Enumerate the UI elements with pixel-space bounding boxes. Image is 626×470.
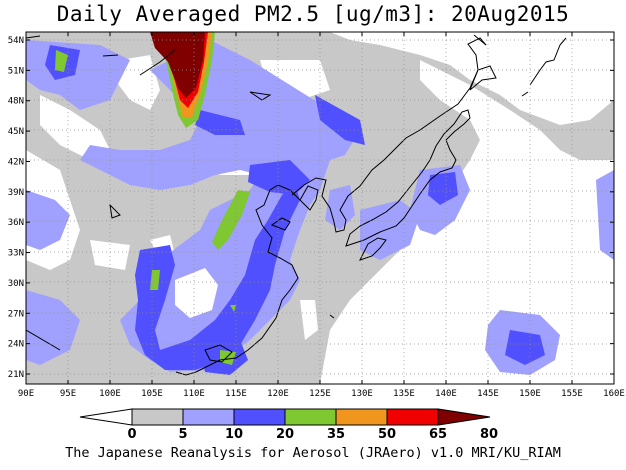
coastlines xyxy=(26,34,567,376)
colorbar-segment-4 xyxy=(284,408,337,426)
lat-label-39N: 39N xyxy=(8,188,24,198)
pm25-field xyxy=(26,32,614,384)
colorbar: 0 5 10 20 35 50 65 80 xyxy=(79,408,498,442)
colorbar-label-0: 0 xyxy=(127,427,136,442)
map-title: Daily Averaged PM2.5 [ug/m3]: 20Aug2015 xyxy=(56,2,570,26)
longitude-labels: 90E 95E 100E 105E 110E 115E 120E 125E 130E 135E 14… xyxy=(18,389,625,399)
colorbar-segment-6 xyxy=(386,408,439,426)
lat-label-36N: 36N xyxy=(8,218,24,228)
colorbar-label-65: 65 xyxy=(429,427,447,442)
lat-label-24N: 24N xyxy=(8,340,24,350)
footer-credit: The Japanese Reanalysis for Aerosol (JRA… xyxy=(65,445,561,461)
lat-label-51N: 51N xyxy=(8,66,24,76)
colorbar-label-35: 35 xyxy=(327,427,345,442)
lon-label-105E: 105E xyxy=(141,389,163,399)
lon-label-135E: 135E xyxy=(393,389,415,399)
colorbar-segment-5 xyxy=(335,408,388,426)
lon-label-140E: 140E xyxy=(435,389,457,399)
colorbar-label-10: 10 xyxy=(225,427,243,442)
lon-label-125E: 125E xyxy=(309,389,331,399)
lat-label-30N: 30N xyxy=(8,279,24,289)
very-high-concentration-areas xyxy=(55,50,250,365)
lat-label-54N: 54N xyxy=(8,36,24,46)
pollution-hotspot xyxy=(150,32,215,128)
lat-label-27N: 27N xyxy=(8,309,24,319)
colorbar-segment-3 xyxy=(233,408,286,426)
colorbar-label-5: 5 xyxy=(178,427,187,442)
lon-label-120E: 120E xyxy=(267,389,289,399)
lon-label-130E: 130E xyxy=(351,389,373,399)
axis-ticks xyxy=(25,32,615,384)
colorbar-label-20: 20 xyxy=(276,427,294,442)
lat-label-45N: 45N xyxy=(8,127,24,137)
lon-label-90E: 90E xyxy=(18,389,34,399)
latitude-labels: 54N 51N 48N 45N 42N 39N 36N 33N 30N 27N 24N 21N xyxy=(8,36,24,380)
lat-label-33N: 33N xyxy=(8,249,24,259)
gridlines xyxy=(26,32,614,384)
lon-label-110E: 110E xyxy=(183,389,205,399)
lat-label-42N: 42N xyxy=(8,157,24,167)
colorbar-label-50: 50 xyxy=(378,427,396,442)
lon-label-150E: 150E xyxy=(519,389,541,399)
colorbar-segment-1 xyxy=(131,408,184,426)
lat-label-48N: 48N xyxy=(8,97,24,107)
colorbar-segment-2 xyxy=(182,408,235,426)
lat-label-21N: 21N xyxy=(8,370,24,380)
lon-label-155E: 155E xyxy=(561,389,583,399)
high-concentration-areas xyxy=(45,45,545,375)
colorbar-segment-7 xyxy=(437,408,491,426)
colorbar-segment-0 xyxy=(79,408,133,426)
lon-label-100E: 100E xyxy=(99,389,121,399)
lon-label-160E: 160E xyxy=(603,389,625,399)
lon-label-145E: 145E xyxy=(477,389,499,399)
lon-label-115E: 115E xyxy=(225,389,247,399)
colorbar-label-80: 80 xyxy=(480,427,498,442)
lon-label-95E: 95E xyxy=(60,389,76,399)
